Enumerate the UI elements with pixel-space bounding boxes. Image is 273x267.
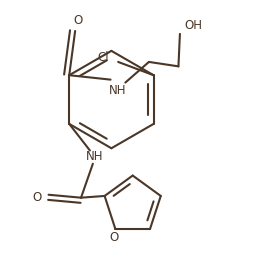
- Text: NH: NH: [109, 84, 127, 97]
- Text: OH: OH: [184, 18, 202, 32]
- Text: Cl: Cl: [98, 51, 109, 64]
- Text: O: O: [32, 191, 41, 204]
- Text: O: O: [109, 231, 118, 244]
- Text: O: O: [73, 14, 83, 27]
- Text: NH: NH: [85, 150, 103, 163]
